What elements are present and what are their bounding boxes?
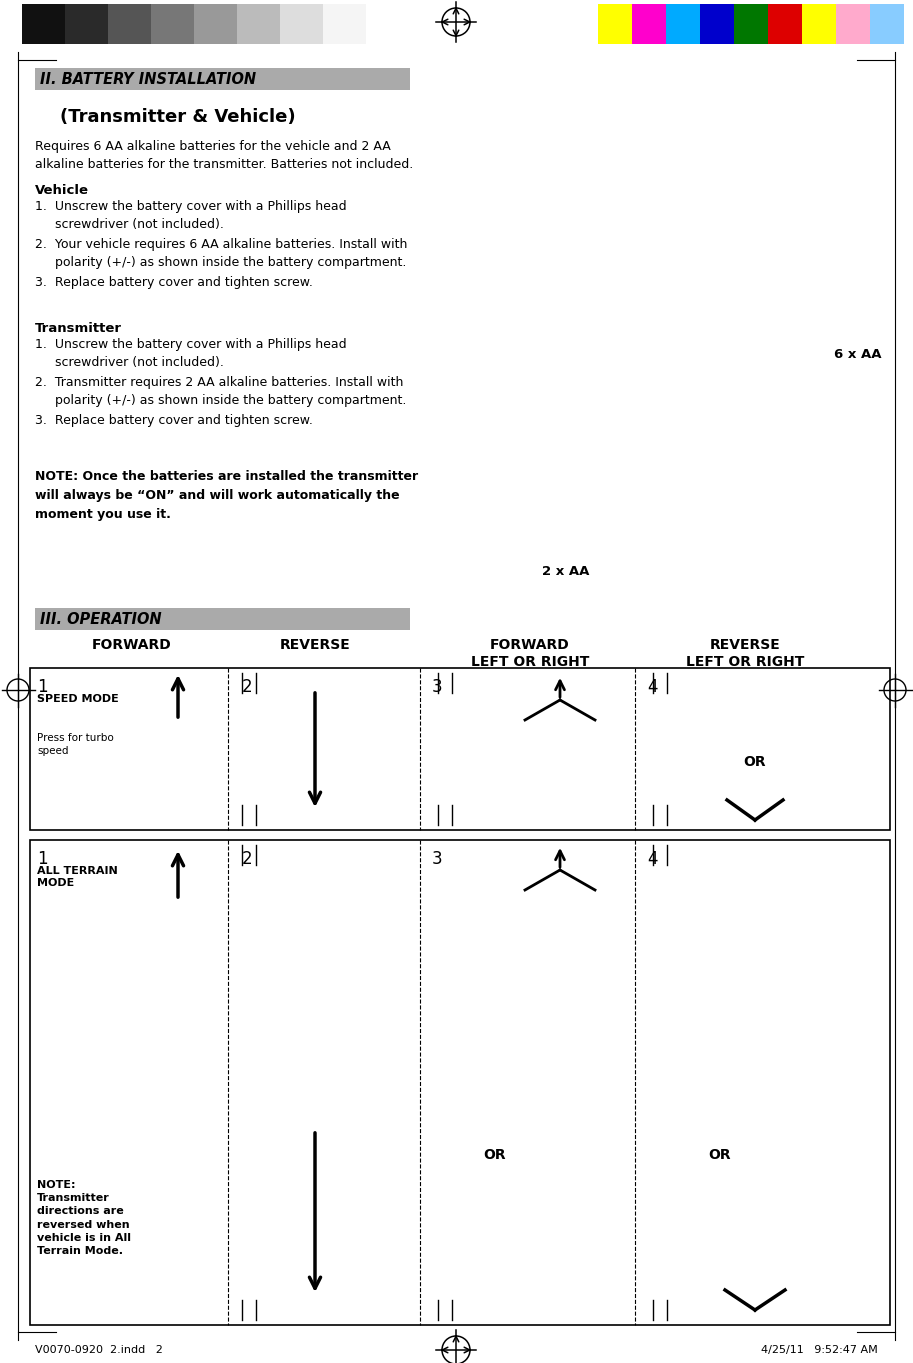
Bar	[802, 4, 836, 44]
Text: Vehicle: Vehicle	[35, 184, 89, 198]
Bar	[30, 840, 890, 1325]
Text: REVERSE: REVERSE	[279, 638, 351, 652]
Text: FORWARD
LEFT OR RIGHT: FORWARD LEFT OR RIGHT	[471, 638, 589, 669]
Bar	[632, 4, 666, 44]
Bar	[22, 4, 65, 44]
Bar	[323, 4, 366, 44]
Text: III. OPERATION: III. OPERATION	[40, 612, 162, 627]
Text: NOTE:
Transmitter
directions are
reversed when
vehicle is in All
Terrain Mode.: NOTE: Transmitter directions are reverse…	[37, 1180, 131, 1255]
Text: 2.  Your vehicle requires 6 AA alkaline batteries. Install with
     polarity (+: 2. Your vehicle requires 6 AA alkaline b…	[35, 239, 407, 269]
Text: Press for turbo
speed: Press for turbo speed	[37, 733, 114, 756]
Bar	[194, 4, 237, 44]
Bar	[598, 4, 632, 44]
Text: ALL TERRAIN
MODE: ALL TERRAIN MODE	[37, 866, 118, 889]
Bar	[734, 4, 768, 44]
Text: 2: 2	[242, 677, 253, 696]
Bar	[280, 4, 323, 44]
Text: OR: OR	[484, 1148, 507, 1163]
Text: 3.  Replace battery cover and tighten screw.: 3. Replace battery cover and tighten scr…	[35, 275, 313, 289]
Bar	[700, 4, 734, 44]
Text: 4/25/11   9:52:47 AM: 4/25/11 9:52:47 AM	[761, 1345, 878, 1355]
Text: II. BATTERY INSTALLATION: II. BATTERY INSTALLATION	[40, 71, 257, 86]
Bar	[108, 4, 151, 44]
Bar	[237, 4, 280, 44]
Text: NOTE: Once the batteries are installed the transmitter
will always be “ON” and w: NOTE: Once the batteries are installed t…	[35, 470, 418, 521]
Text: Requires 6 AA alkaline batteries for the vehicle and 2 AA
alkaline batteries for: Requires 6 AA alkaline batteries for the…	[35, 140, 414, 170]
Text: 3.  Replace battery cover and tighten screw.: 3. Replace battery cover and tighten scr…	[35, 414, 313, 427]
Text: 1: 1	[37, 677, 47, 696]
Bar	[666, 4, 700, 44]
Bar	[35, 608, 410, 630]
Bar	[870, 4, 904, 44]
Text: 4: 4	[647, 851, 657, 868]
Bar	[836, 4, 870, 44]
Text: 4: 4	[647, 677, 657, 696]
Bar	[30, 668, 890, 830]
Text: 3: 3	[432, 677, 443, 696]
Bar	[768, 4, 802, 44]
Bar	[65, 4, 108, 44]
Text: 3: 3	[432, 851, 443, 868]
Text: 6 x AA: 6 x AA	[834, 348, 882, 361]
Text: OR: OR	[708, 1148, 731, 1163]
Bar	[35, 68, 410, 90]
Text: SPEED MODE: SPEED MODE	[37, 694, 119, 705]
Text: 1: 1	[37, 851, 47, 868]
Text: Transmitter: Transmitter	[35, 322, 122, 335]
Text: (Transmitter & Vehicle): (Transmitter & Vehicle)	[60, 108, 296, 125]
Text: REVERSE
LEFT OR RIGHT: REVERSE LEFT OR RIGHT	[686, 638, 804, 669]
Text: 1.  Unscrew the battery cover with a Phillips head
     screwdriver (not include: 1. Unscrew the battery cover with a Phil…	[35, 200, 347, 230]
Text: 1.  Unscrew the battery cover with a Phillips head
     screwdriver (not include: 1. Unscrew the battery cover with a Phil…	[35, 338, 347, 369]
Text: OR: OR	[744, 755, 766, 769]
Bar	[151, 4, 194, 44]
Text: 2.  Transmitter requires 2 AA alkaline batteries. Install with
     polarity (+/: 2. Transmitter requires 2 AA alkaline ba…	[35, 376, 406, 408]
Text: 2: 2	[242, 851, 253, 868]
Text: 2 x AA: 2 x AA	[542, 566, 590, 578]
Text: FORWARD: FORWARD	[92, 638, 172, 652]
Text: V0070-0920  2.indd   2: V0070-0920 2.indd 2	[35, 1345, 163, 1355]
